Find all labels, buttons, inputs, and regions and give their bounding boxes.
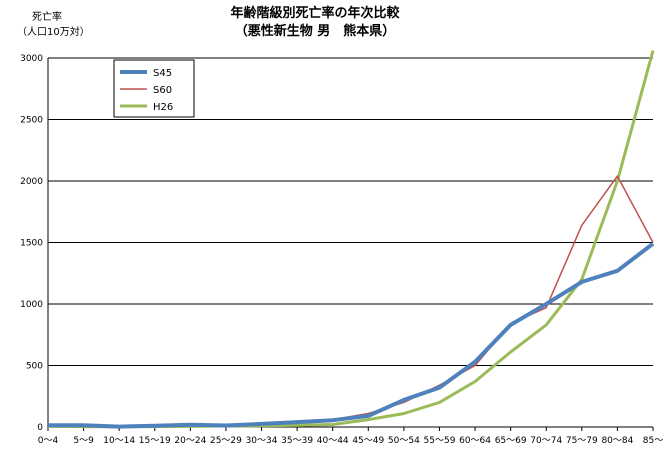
y-axis-unit: （人口10万対） — [17, 25, 90, 38]
y-tick-label: 0 — [37, 423, 43, 433]
series-lines — [47, 50, 655, 429]
x-tick-label: 20～24 — [174, 436, 206, 446]
legend-label-s45: S45 — [153, 68, 172, 79]
x-tick-label: 45～49 — [352, 436, 384, 446]
y-tick-label: 500 — [26, 362, 43, 372]
legend-label-s60: S60 — [153, 85, 172, 96]
x-tick-label: 30～34 — [246, 436, 278, 446]
y-tick-label: 3000 — [20, 54, 43, 64]
x-tick-label: 75～79 — [566, 436, 598, 446]
x-tick-label: 65～69 — [495, 436, 527, 446]
x-tick-label: 10～14 — [103, 436, 135, 446]
y-tick-labels: 0 500 1000 1500 2000 2500 3000 — [20, 54, 43, 433]
x-tick-label: 80～84 — [601, 436, 633, 446]
y-tick-label: 1500 — [20, 239, 43, 249]
x-tick-label: 25～29 — [210, 436, 242, 446]
x-tick-label: 5～9 — [73, 436, 94, 446]
series-line-s60 — [47, 175, 654, 428]
chart-subtitle: （悪性新生物 男 熊本県） — [235, 23, 396, 39]
x-tick-label: 70～74 — [530, 436, 562, 446]
gridlines — [47, 57, 653, 428]
x-tick-labels: 0～4 5～9 10～14 15～19 20～24 25～29 30～34 35～39 40～4… — [38, 427, 663, 446]
series-line-s45 — [48, 242, 655, 429]
y-tick-label: 1000 — [20, 300, 43, 310]
x-tick-label: 85～ — [643, 436, 663, 446]
x-tick-label: 40～44 — [317, 436, 349, 446]
x-tick-label: 60～64 — [459, 436, 491, 446]
chart-title: 年齢階級別死亡率の年次比較 — [230, 5, 400, 21]
legend-label-h26: H26 — [153, 102, 173, 113]
y-tick-label: 2000 — [20, 177, 43, 187]
x-tick-label: 0～4 — [38, 436, 59, 446]
x-tick-label: 15～19 — [139, 436, 171, 446]
x-tick-label: 55～59 — [424, 436, 456, 446]
legend: S45 S60 H26 — [113, 59, 195, 118]
y-tick-label: 2500 — [20, 116, 43, 126]
x-tick-label: 50～54 — [388, 436, 420, 446]
x-tick-label: 35～39 — [281, 436, 313, 446]
y-axis-label: 死亡率 — [32, 10, 62, 23]
